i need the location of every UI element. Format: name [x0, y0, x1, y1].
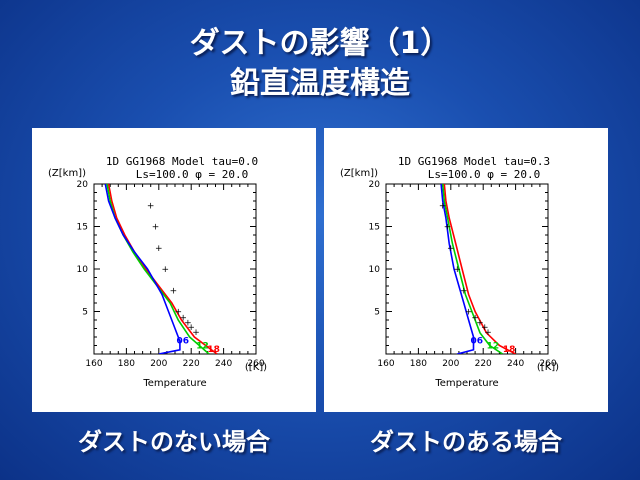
x-tick-label: 260 — [539, 359, 556, 369]
y-tick-label: 5 — [82, 308, 88, 318]
data-marker: + — [447, 244, 455, 254]
data-marker: + — [471, 313, 479, 323]
series-line-green — [441, 184, 504, 354]
slide-title-line2: 鉛直温度構造 — [230, 66, 410, 101]
series-line-blue — [104, 184, 181, 354]
caption-no-dust: ダストのない場合 — [78, 428, 270, 456]
x-tick-label: 220 — [183, 359, 200, 369]
data-marker: + — [170, 286, 178, 296]
data-marker: + — [147, 201, 155, 211]
x-tick-label: 160 — [85, 359, 102, 369]
series-label-red: 18 — [503, 345, 516, 355]
y-tick-label: 15 — [369, 223, 380, 233]
data-marker: + — [184, 319, 192, 329]
x-tick-label: 180 — [410, 359, 427, 369]
series-label-blue: 06 — [470, 336, 483, 346]
series-line-blue — [440, 184, 475, 354]
data-marker: + — [174, 308, 182, 318]
y-tick-label: 5 — [374, 308, 380, 318]
x-axis-unit: ([K]) — [537, 362, 559, 373]
y-axis-label: (Z[km]) — [48, 168, 86, 179]
chart-right: 1D GG1968 Model tau=0.3Ls=100.0 φ = 20.0… — [340, 155, 559, 389]
chart-title: 1D GG1968 Model tau=0.3 — [398, 155, 550, 168]
data-marker: + — [152, 223, 160, 233]
series-label-red: 18 — [207, 345, 220, 355]
series-line-red — [107, 184, 218, 354]
data-marker: + — [439, 201, 447, 211]
y-tick-label: 10 — [77, 265, 89, 275]
data-marker: + — [454, 265, 462, 275]
data-marker: + — [179, 313, 187, 323]
data-marker: + — [444, 223, 452, 233]
x-tick-label: 240 — [215, 359, 232, 369]
x-tick-label: 220 — [475, 359, 492, 369]
caption-with-dust: ダストのある場合 — [370, 428, 562, 456]
data-marker: + — [460, 286, 468, 296]
y-tick-label: 20 — [77, 180, 89, 190]
series-label-green: 12 — [487, 342, 500, 352]
series-label-blue: 06 — [177, 336, 190, 346]
x-axis-label: Temperature — [142, 378, 206, 389]
chart-subtitle: Ls=100.0 φ = 20.0 — [136, 168, 249, 181]
data-marker: + — [484, 328, 492, 338]
chart-title: 1D GG1968 Model tau=0.0 — [106, 155, 258, 168]
x-tick-label: 200 — [442, 359, 459, 369]
data-marker: + — [162, 265, 170, 275]
data-marker: + — [476, 319, 484, 329]
data-marker: + — [192, 328, 200, 338]
y-axis-label: (Z[km]) — [340, 168, 378, 179]
data-marker: + — [481, 323, 489, 333]
series-line-red — [443, 184, 516, 354]
data-marker: + — [465, 308, 473, 318]
y-tick-label: 15 — [77, 223, 88, 233]
x-tick-label: 160 — [377, 359, 394, 369]
x-tick-label: 260 — [247, 359, 264, 369]
chart-panel-right: 1D GG1968 Model tau=0.3 Ls=100.0 φ = 20.0… — [324, 128, 608, 412]
chart-left: 1D GG1968 Model tau=0.0Ls=100.0 φ = 20.0… — [48, 155, 267, 389]
chart-panel-left: 1D GG1968 Model tau=0.0 Ls=100.0 φ = 20.0… — [32, 128, 316, 412]
x-tick-label: 240 — [507, 359, 524, 369]
x-axis-unit: ([K]) — [245, 362, 267, 373]
data-marker: + — [187, 323, 195, 333]
x-axis-label: Temperature — [434, 378, 498, 389]
x-tick-label: 200 — [150, 359, 167, 369]
plot-frame — [385, 183, 549, 355]
series-label-green: 12 — [196, 342, 209, 352]
y-tick-label: 20 — [369, 180, 381, 190]
x-tick-label: 180 — [118, 359, 135, 369]
y-tick-label: 10 — [369, 265, 381, 275]
data-marker: + — [155, 244, 163, 254]
chart-subtitle: Ls=100.0 φ = 20.0 — [428, 168, 541, 181]
slide-title-line1: ダストの影響（1） — [189, 26, 451, 61]
